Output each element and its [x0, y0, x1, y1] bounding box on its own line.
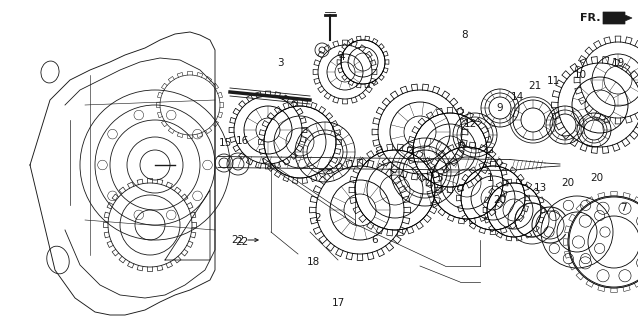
Text: 14: 14: [510, 92, 524, 102]
Text: 8: 8: [462, 30, 468, 40]
Text: 15: 15: [218, 138, 232, 148]
Text: 19: 19: [611, 58, 625, 68]
Text: 1: 1: [487, 173, 493, 183]
Text: 22: 22: [232, 235, 244, 245]
Text: 2: 2: [315, 213, 322, 223]
Text: 16: 16: [235, 136, 249, 146]
Text: 18: 18: [306, 257, 320, 267]
Text: 3: 3: [277, 58, 283, 68]
Text: 22: 22: [235, 237, 249, 247]
Text: 10: 10: [574, 70, 586, 80]
Text: 7: 7: [619, 203, 627, 213]
Text: 20: 20: [590, 173, 604, 183]
Text: 17: 17: [331, 298, 345, 308]
Text: 12: 12: [463, 119, 477, 129]
Text: 9: 9: [497, 103, 503, 113]
Polygon shape: [603, 12, 632, 24]
Text: 21: 21: [528, 81, 542, 91]
Text: 13: 13: [533, 183, 547, 193]
Text: 20: 20: [561, 178, 575, 188]
Text: 20: 20: [493, 195, 507, 205]
Text: FR.: FR.: [580, 13, 600, 23]
Text: 5: 5: [436, 173, 443, 183]
Text: 11: 11: [546, 76, 560, 86]
Text: 4: 4: [339, 52, 345, 62]
Text: 6: 6: [372, 235, 378, 245]
